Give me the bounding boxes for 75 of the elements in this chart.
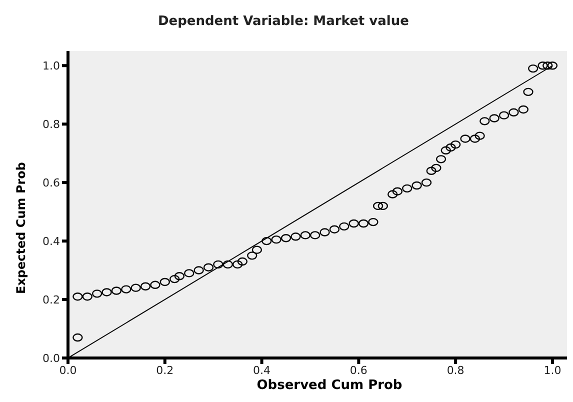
y-tick-label: 0.4 bbox=[42, 234, 60, 248]
point bbox=[222, 260, 233, 269]
point bbox=[237, 257, 248, 266]
point bbox=[102, 288, 112, 296]
x-tick-label: 0.6 bbox=[350, 364, 368, 377]
point bbox=[387, 190, 398, 198]
point bbox=[528, 64, 538, 73]
point bbox=[547, 62, 558, 70]
point bbox=[460, 134, 470, 143]
point bbox=[508, 108, 519, 116]
point bbox=[402, 184, 412, 193]
point bbox=[262, 236, 272, 246]
x-tick-label: 0.8 bbox=[446, 364, 464, 377]
x-tick-label: 0.2 bbox=[156, 364, 174, 377]
point bbox=[436, 155, 446, 164]
point bbox=[310, 231, 320, 240]
x-tick-label: 0.0 bbox=[59, 364, 77, 377]
point bbox=[523, 88, 534, 96]
y-tick-label: 0.2 bbox=[42, 293, 60, 306]
chart-title: Dependent Variable: Market value bbox=[158, 14, 409, 29]
y-tick-label: 0.8 bbox=[42, 118, 60, 131]
point bbox=[358, 219, 369, 228]
point bbox=[82, 292, 92, 301]
point bbox=[203, 263, 214, 272]
y-tick-label: 0.6 bbox=[42, 176, 60, 190]
point bbox=[271, 235, 282, 244]
point bbox=[320, 228, 330, 236]
point bbox=[426, 166, 436, 175]
point bbox=[339, 222, 350, 231]
point bbox=[446, 143, 456, 152]
x-tick-label: 1.0 bbox=[544, 364, 562, 377]
point bbox=[431, 164, 442, 172]
point bbox=[392, 187, 403, 196]
point bbox=[368, 218, 378, 226]
point bbox=[300, 231, 310, 240]
point bbox=[280, 234, 292, 242]
point bbox=[474, 132, 485, 140]
point bbox=[489, 114, 500, 122]
point bbox=[92, 290, 102, 298]
point bbox=[378, 202, 388, 210]
point bbox=[480, 117, 490, 126]
point bbox=[329, 225, 340, 234]
point bbox=[440, 146, 451, 155]
point bbox=[412, 181, 422, 190]
point bbox=[72, 292, 83, 301]
point bbox=[160, 278, 170, 286]
point bbox=[232, 260, 243, 269]
y-axis-title: Expected Cum Prob bbox=[14, 162, 28, 294]
point bbox=[498, 111, 510, 120]
point bbox=[130, 284, 141, 292]
y-tick-label: 0.0 bbox=[42, 352, 60, 365]
point bbox=[470, 134, 480, 143]
point bbox=[348, 219, 359, 228]
point bbox=[538, 62, 548, 70]
point bbox=[121, 285, 132, 294]
x-axis-title: Observed Cum Prob bbox=[256, 378, 404, 393]
point bbox=[372, 202, 384, 210]
y-tick-label: 1.0 bbox=[42, 60, 60, 73]
point bbox=[184, 269, 194, 278]
point bbox=[213, 260, 224, 269]
point bbox=[290, 232, 301, 241]
point bbox=[150, 280, 160, 290]
point bbox=[169, 274, 180, 284]
point bbox=[72, 333, 83, 342]
point bbox=[252, 246, 262, 254]
point bbox=[194, 266, 204, 274]
point bbox=[111, 286, 122, 295]
x-tick-label: 0.4 bbox=[253, 364, 271, 377]
point bbox=[518, 105, 528, 114]
point bbox=[450, 140, 461, 149]
point bbox=[140, 282, 151, 290]
point bbox=[246, 252, 258, 260]
point bbox=[542, 62, 553, 70]
point bbox=[174, 272, 185, 280]
point bbox=[421, 178, 432, 187]
